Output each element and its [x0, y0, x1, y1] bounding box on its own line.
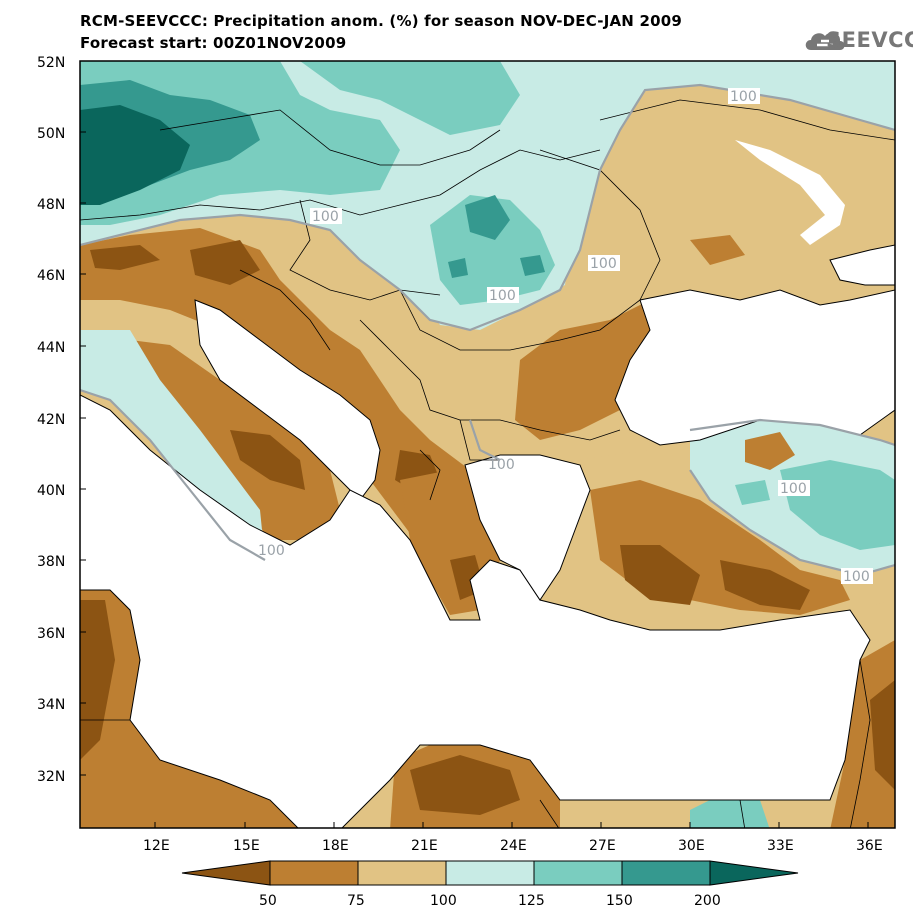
lon-label: 33E [767, 838, 794, 854]
colorbar-tick-label: 50 [259, 893, 277, 909]
anomaly-region-turkey-medium-2 [735, 480, 770, 505]
colorbar-tick-label: 125 [518, 893, 545, 909]
lon-label: 18E [322, 838, 349, 854]
lat-label: 44N [37, 340, 65, 356]
latitude-axis: 52N 50N 48N 46N 44N 42N 40N 38N 36N 34N … [37, 55, 86, 785]
longitude-axis: 12E 15E 18E 21E 24E 27E 30E 33E 36E [143, 822, 883, 854]
anomaly-region-pannonian-dark-2 [448, 258, 468, 278]
colorbar-low-arrow [181, 860, 271, 886]
anomaly-region-alps-orange [80, 228, 490, 560]
anomaly-region-pannonian-dark-3 [520, 255, 545, 276]
contour-label: 100 [590, 256, 617, 272]
lon-label: 36E [856, 838, 883, 854]
lon-label: 12E [143, 838, 170, 854]
anomaly-region-pannonian-dark [465, 195, 510, 240]
anomaly-region-turkey-north-orange [745, 432, 795, 470]
contour-label: 100 [312, 209, 339, 225]
anomaly-region-egypt-teal [690, 795, 770, 828]
lat-label: 52N [37, 55, 65, 71]
lat-label: 32N [37, 769, 65, 785]
anomaly-region-africa-orange [80, 590, 298, 828]
anomaly-region-italy-dark [230, 430, 305, 490]
lat-label: 40N [37, 483, 65, 499]
lon-label: 15E [233, 838, 260, 854]
colorbar-segment [357, 860, 447, 886]
anomaly-region-turkey-dark-2 [720, 560, 810, 610]
country-borders [80, 99, 895, 828]
sea-azov [829, 244, 895, 286]
colorbar-tick-label: 150 [606, 893, 633, 909]
lon-label: 27E [589, 838, 616, 854]
anomaly-region-turkey-dark-1 [620, 545, 700, 605]
anomaly-region-germany-darkest [80, 105, 190, 205]
anomaly-region-levant-orange [830, 640, 895, 828]
map-title: RCM-SEEVCCC: Precipitation anom. (%) for… [80, 12, 683, 30]
colorbar-segment [445, 860, 535, 886]
sea-aegean [464, 454, 591, 601]
anomaly-region-italy-teal [80, 330, 265, 560]
anomaly-region-danube-orange [690, 235, 745, 265]
contour-label: 100 [730, 89, 757, 105]
lat-label: 34N [37, 697, 65, 713]
contour-label: 100 [258, 543, 285, 559]
colorbar-segment [533, 860, 623, 886]
map-frame [79, 60, 896, 829]
colorbar-high-arrow [709, 860, 799, 886]
lat-label: 36N [37, 626, 65, 642]
colorbar-tick-label: 200 [694, 893, 721, 909]
logo-text: SEEVCCC [826, 28, 913, 52]
lon-label: 21E [411, 838, 438, 854]
contour-label: 100 [843, 569, 870, 585]
colorbar-tick-label: 100 [430, 893, 457, 909]
anomaly-region-alps-dark [90, 245, 160, 270]
colorbar-tick-label: 75 [347, 893, 365, 909]
anomaly-region-bulgaria-orange [515, 300, 660, 440]
forecast-start-label: Forecast start: 00Z01NOV2009 [80, 34, 347, 52]
anomaly-region-pannonian-medium [430, 195, 555, 305]
contour-label: 100 [780, 481, 807, 497]
colorbar: 50 75 100 125 150 200 [181, 860, 799, 909]
lat-label: 48N [37, 197, 65, 213]
lon-label: 30E [678, 838, 705, 854]
lat-label: 42N [37, 412, 65, 428]
anomaly-region-north-medium [300, 61, 520, 135]
anomaly-region-alps-dark-2 [190, 240, 260, 285]
anomaly-region-levant-dark [870, 680, 895, 790]
lat-label: 50N [37, 126, 65, 142]
anomaly-region-libya-dark [410, 755, 520, 815]
contour-label: 100 [489, 288, 516, 304]
sea-mediterranean [80, 394, 871, 828]
lat-label: 38N [37, 554, 65, 570]
colorbar-segment [269, 860, 359, 886]
lat-label: 46N [37, 268, 65, 284]
cloud-logo-icon [805, 32, 845, 50]
sea-adriatic [194, 299, 381, 501]
contour-label-group: 100 100 100 100 100 100 100 100 [258, 88, 873, 585]
lon-label: 24E [500, 838, 527, 854]
colorbar-segment [621, 860, 711, 886]
contour-label: 100 [488, 457, 515, 473]
anomaly-region-ukraine-white [735, 140, 845, 245]
map-area [80, 61, 895, 828]
